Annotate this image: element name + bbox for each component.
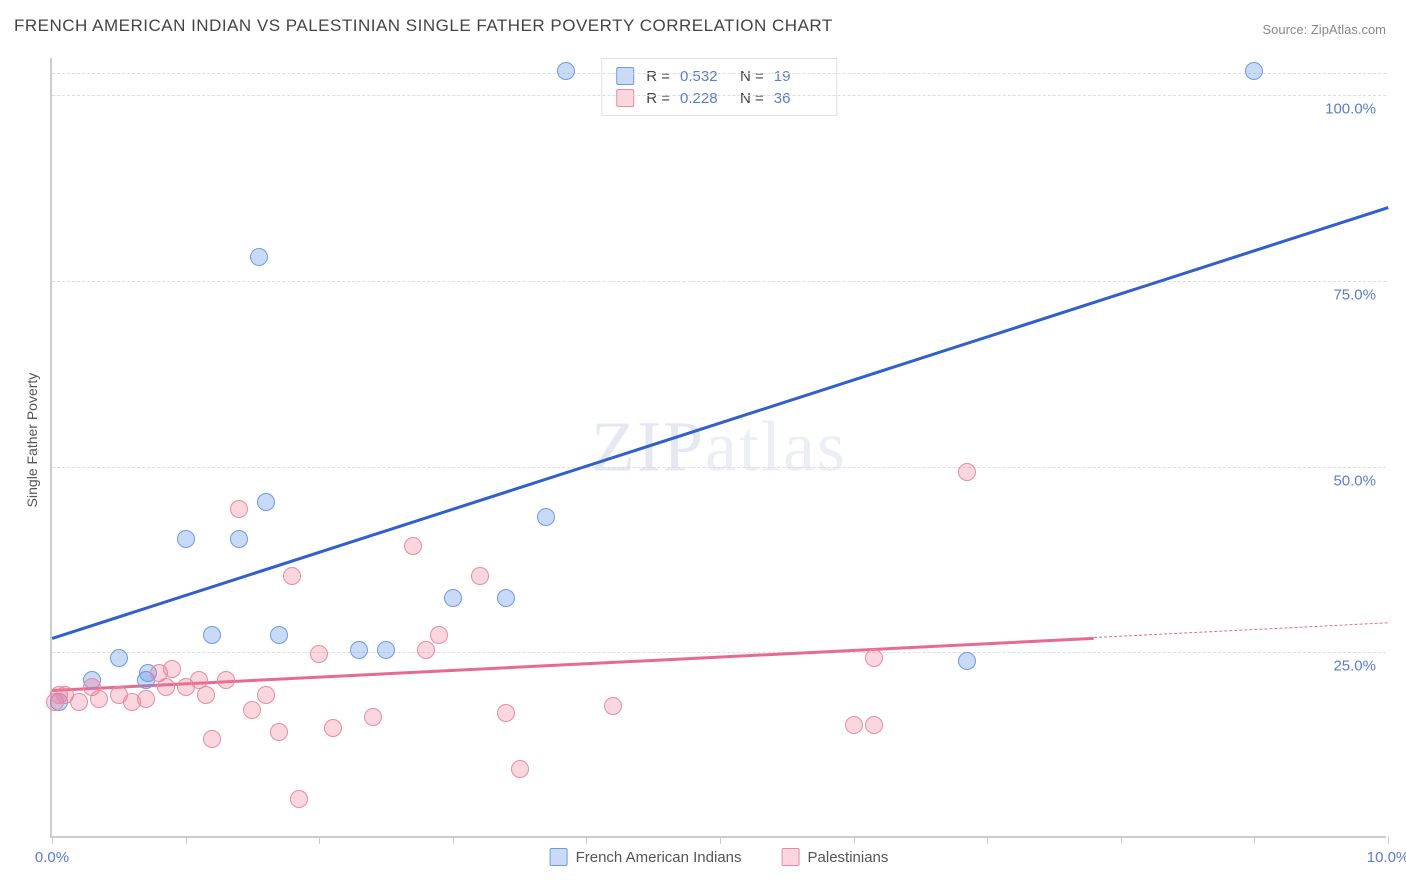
xtick: [987, 836, 988, 844]
scatter-point: [290, 790, 308, 808]
scatter-point: [257, 686, 275, 704]
xtick: [854, 836, 855, 844]
scatter-point: [377, 641, 395, 659]
scatter-point: [404, 537, 422, 555]
scatter-point: [257, 493, 275, 511]
xtick: [586, 836, 587, 844]
trend-line: [52, 207, 1389, 640]
scatter-point: [203, 626, 221, 644]
scatter-point: [324, 719, 342, 737]
scatter-point: [865, 716, 883, 734]
xtick: [453, 836, 454, 844]
xtick: [1388, 836, 1389, 844]
ytick-label: 50.0%: [1333, 472, 1376, 489]
legend-series: French American Indians Palestinians: [550, 848, 889, 866]
scatter-point: [90, 690, 108, 708]
gridline-h: [52, 95, 1386, 96]
scatter-point: [557, 62, 575, 80]
scatter-point: [417, 641, 435, 659]
scatter-point: [471, 567, 489, 585]
scatter-point: [537, 508, 555, 526]
scatter-point: [444, 589, 462, 607]
legend-stats: R = 0.532 N = 19 R = 0.228 N = 36: [601, 58, 837, 116]
legend-item-0: French American Indians: [550, 848, 742, 866]
legend-r-val-1: 0.228: [680, 90, 728, 107]
legend-n-val-1: 36: [774, 90, 822, 107]
scatter-point: [283, 567, 301, 585]
gridline-h: [52, 467, 1386, 468]
legend-label-0: French American Indians: [576, 849, 742, 866]
xtick-label: 0.0%: [35, 849, 69, 866]
legend-label-1: Palestinians: [808, 849, 889, 866]
legend-r-val-0: 0.532: [680, 68, 728, 85]
scatter-point: [217, 671, 235, 689]
scatter-point: [203, 730, 221, 748]
gridline-h: [52, 281, 1386, 282]
scatter-point: [958, 652, 976, 670]
scatter-point: [511, 760, 529, 778]
legend-r-label: R =: [646, 68, 670, 85]
scatter-point: [177, 530, 195, 548]
legend-swatch-1: [616, 89, 634, 107]
trend-line: [1094, 623, 1388, 639]
xtick: [1254, 836, 1255, 844]
ytick-label: 75.0%: [1333, 286, 1376, 303]
scatter-point: [497, 589, 515, 607]
scatter-point: [430, 626, 448, 644]
scatter-point: [958, 463, 976, 481]
scatter-point: [110, 649, 128, 667]
scatter-point: [845, 716, 863, 734]
scatter-point: [1245, 62, 1263, 80]
scatter-point: [865, 649, 883, 667]
ytick-label: 100.0%: [1325, 101, 1376, 118]
chart-container: FRENCH AMERICAN INDIAN VS PALESTINIAN SI…: [0, 0, 1406, 892]
scatter-point: [197, 686, 215, 704]
legend-item-1: Palestinians: [782, 848, 889, 866]
plot-area: ZIPatlas R = 0.532 N = 19 R = 0.228 N = …: [50, 58, 1386, 838]
ytick-label: 25.0%: [1333, 658, 1376, 675]
scatter-point: [310, 645, 328, 663]
chart-title: FRENCH AMERICAN INDIAN VS PALESTINIAN SI…: [14, 16, 833, 36]
legend-swatch-b0: [550, 848, 568, 866]
legend-swatch-b1: [782, 848, 800, 866]
legend-n-val-0: 19: [774, 68, 822, 85]
scatter-point: [243, 701, 261, 719]
xtick: [319, 836, 320, 844]
scatter-point: [364, 708, 382, 726]
legend-r-label: R =: [646, 90, 670, 107]
scatter-point: [604, 697, 622, 715]
scatter-point: [157, 678, 175, 696]
xtick: [720, 836, 721, 844]
legend-n-label: N =: [740, 90, 764, 107]
gridline-h: [52, 652, 1386, 653]
legend-swatch-0: [616, 67, 634, 85]
xtick-label: 10.0%: [1367, 849, 1406, 866]
scatter-point: [497, 704, 515, 722]
scatter-point: [230, 530, 248, 548]
xtick: [186, 836, 187, 844]
legend-n-label: N =: [740, 68, 764, 85]
scatter-point: [230, 500, 248, 518]
scatter-point: [270, 626, 288, 644]
scatter-point: [163, 660, 181, 678]
scatter-point: [350, 641, 368, 659]
scatter-point: [70, 693, 88, 711]
watermark: ZIPatlas: [591, 406, 847, 489]
xtick: [52, 836, 53, 844]
scatter-point: [250, 248, 268, 266]
trend-line: [52, 637, 1094, 692]
chart-source: Source: ZipAtlas.com: [1262, 22, 1386, 37]
scatter-point: [270, 723, 288, 741]
y-axis-label: Single Father Poverty: [24, 373, 40, 508]
gridline-h: [52, 73, 1386, 74]
xtick: [1121, 836, 1122, 844]
legend-row-1: R = 0.228 N = 36: [616, 87, 822, 109]
scatter-point: [137, 690, 155, 708]
legend-row-0: R = 0.532 N = 19: [616, 65, 822, 87]
